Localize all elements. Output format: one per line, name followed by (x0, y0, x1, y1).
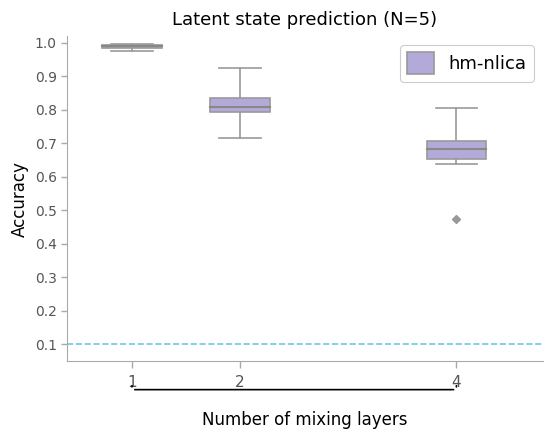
Title: Latent state prediction (N=5): Latent state prediction (N=5) (172, 11, 438, 29)
Bar (102, 45, 162, 48)
Y-axis label: Accuracy: Accuracy (11, 161, 29, 237)
X-axis label: Number of mixing layers: Number of mixing layers (202, 411, 408, 429)
Bar (427, 141, 486, 159)
Legend: hm-nlica: hm-nlica (400, 45, 534, 82)
Bar (211, 98, 270, 112)
